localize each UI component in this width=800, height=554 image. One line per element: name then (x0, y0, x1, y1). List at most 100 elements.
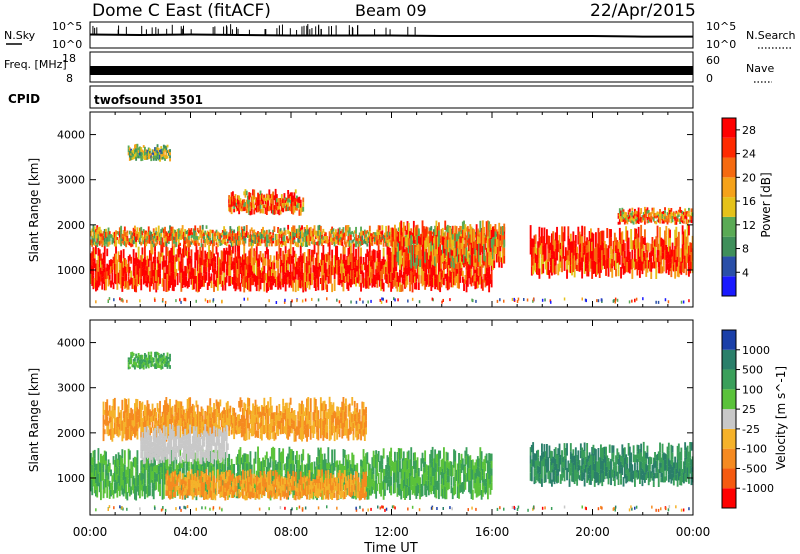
heatmap-cell (90, 239, 92, 243)
heatmap-cell (426, 227, 429, 234)
heatmap-cell (286, 272, 288, 279)
heatmap-cell (318, 230, 321, 236)
heatmap-cell (275, 239, 278, 246)
heatmap-cell (456, 475, 459, 487)
heatmap-cell (108, 462, 111, 472)
heatmap-cell (656, 237, 659, 250)
heatmap-cell (102, 235, 105, 241)
heatmap-cell (226, 250, 229, 264)
heatmap-cell (618, 213, 621, 219)
heatmap-cell (538, 226, 541, 238)
heatmap-cell (267, 237, 269, 241)
heatmap-cell (411, 232, 414, 237)
heatmap-cell (263, 265, 266, 275)
heatmap-cell (402, 451, 405, 461)
heatmap-cell (150, 236, 153, 241)
heatmap-cell (306, 230, 308, 236)
heatmap-cell (189, 256, 192, 264)
heatmap-cell (304, 262, 307, 273)
heatmap-cell (642, 264, 645, 271)
heatmap-cell (346, 228, 349, 233)
heatmap-cell (399, 231, 401, 242)
heatmap-cell (430, 226, 433, 231)
heatmap-cell (336, 245, 339, 261)
heatmap-cell (443, 472, 445, 486)
heatmap-cell (468, 456, 470, 469)
heatmap-cell (412, 243, 415, 255)
heatmap-cell (230, 192, 233, 200)
heatmap-cell (414, 282, 416, 290)
heatmap-cell (400, 249, 403, 265)
heatmap-cell (496, 299, 499, 303)
heatmap-cell (123, 273, 126, 282)
heatmap-cell (660, 255, 663, 265)
heatmap-cell (483, 252, 486, 261)
heatmap-cell (234, 233, 237, 240)
heatmap-cell (145, 275, 148, 281)
heatmap-cell (240, 278, 243, 284)
heatmap-cell (451, 234, 454, 240)
heatmap-cell (411, 475, 414, 486)
heatmap-cell (134, 240, 136, 244)
heatmap-cell (161, 156, 164, 160)
heatmap-cell (105, 469, 107, 479)
heatmap-cell (179, 298, 181, 302)
y-tick-label: 4000 (57, 129, 85, 142)
heatmap-cell (406, 451, 409, 461)
heatmap-cell (474, 273, 477, 282)
heatmap-cell (128, 241, 131, 246)
heatmap-cell (301, 280, 303, 287)
heatmap-cell (91, 228, 94, 233)
heatmap-cell (294, 279, 297, 293)
heatmap-cell (259, 208, 262, 214)
heatmap-cell (128, 147, 131, 151)
heatmap-cell (632, 240, 635, 250)
heatmap-cell (681, 225, 684, 235)
heatmap-cell (335, 264, 337, 274)
heatmap-cell (293, 192, 296, 200)
heatmap-cell (650, 250, 653, 258)
heatmap-cell (635, 213, 638, 217)
heatmap-cell (209, 263, 212, 270)
heatmap-cell (341, 463, 344, 473)
heatmap-cell (140, 226, 143, 231)
heatmap-cell (244, 206, 247, 211)
heatmap-cell (389, 479, 391, 494)
heatmap-cell (328, 241, 331, 247)
heatmap-cell (321, 265, 323, 278)
heatmap-cell (636, 211, 639, 215)
heatmap-cell (367, 251, 370, 264)
heatmap-cell (233, 257, 236, 266)
heatmap-cell (651, 216, 654, 220)
heatmap-cell (645, 251, 648, 260)
heatmap-cell (103, 233, 106, 238)
heatmap-cell (336, 239, 339, 244)
heatmap-cell (626, 261, 629, 273)
heatmap-cell (494, 231, 497, 239)
heatmap-cell (654, 213, 656, 216)
heatmap-cell (371, 269, 374, 279)
heatmap-cell (213, 261, 215, 269)
heatmap-cell (267, 249, 269, 260)
heatmap-cell (410, 228, 413, 232)
heatmap-cell (263, 197, 266, 202)
heatmap-cell (667, 251, 670, 264)
heatmap-cell (384, 482, 386, 490)
heatmap-cell (259, 190, 262, 196)
heatmap-cell (193, 269, 195, 280)
heatmap-cell (313, 225, 316, 230)
heatmap-cell (269, 232, 272, 235)
heatmap-cell (302, 282, 305, 293)
heatmap-cell (402, 271, 405, 279)
heatmap-cell (415, 247, 418, 258)
heatmap-cell (247, 208, 249, 213)
heatmap-cell (464, 474, 467, 482)
heatmap-cell (229, 245, 232, 256)
heatmap-cell (279, 210, 282, 215)
heatmap-cell (688, 245, 690, 256)
heatmap-cell (664, 250, 666, 260)
heatmap-cell (495, 253, 498, 263)
heatmap-cell (240, 273, 243, 279)
heatmap-cell (424, 229, 427, 241)
heatmap-cell (450, 249, 453, 256)
